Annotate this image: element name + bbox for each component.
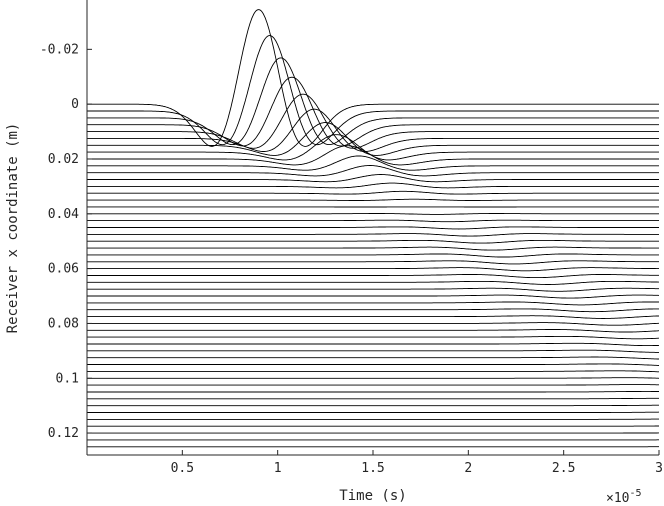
receiver-trace (87, 174, 659, 183)
receiver-trace (87, 145, 659, 166)
receiver-trace (87, 165, 659, 177)
y-tick-label: 0.02 (48, 152, 79, 167)
receiver-trace (87, 329, 660, 333)
x-exponent-label: ×10-5 (606, 488, 642, 506)
receiver-trace (87, 315, 659, 319)
receiver-trace (87, 182, 659, 189)
receiver-trace (87, 246, 659, 251)
receiver-trace (87, 190, 659, 195)
y-tick-label: 0.12 (48, 426, 79, 441)
x-ticks: 0.5 1 1.5 2 2.5 3 (171, 450, 663, 476)
receiver-trace (87, 155, 659, 171)
receiver-trace (87, 198, 659, 201)
receiver-trace (87, 280, 659, 285)
receiver-trace (87, 294, 660, 299)
receiver-trace (87, 260, 659, 265)
receiver-trace (87, 363, 660, 366)
receiver-trace (87, 384, 659, 386)
receiver-trace (87, 377, 660, 379)
receiver-trace (87, 35, 659, 146)
receiver-trace (87, 356, 659, 360)
y-axis-title: Receiver x coordinate (m) (5, 123, 21, 334)
receiver-trace (87, 108, 659, 152)
y-tick-label: 0.06 (48, 262, 79, 277)
receiver-trace (87, 76, 659, 147)
x-tick-label: 1 (274, 461, 282, 476)
receiver-trace (87, 9, 659, 147)
receiver-trace (87, 322, 659, 326)
receiver-trace (87, 57, 659, 146)
y-tick-label: 0.1 (56, 371, 79, 386)
y-ticks: -0.02 0 0.02 0.04 0.06 0.08 0.1 0.12 (40, 42, 92, 441)
receiver-trace (87, 370, 659, 373)
receiver-trace (87, 349, 659, 353)
receiver-trace (87, 93, 659, 149)
receiver-trace (87, 239, 659, 244)
receiver-trace (87, 397, 659, 400)
y-tick-label: -0.02 (40, 42, 79, 57)
x-tick-label: 1.5 (361, 461, 384, 476)
receiver-trace (87, 253, 659, 258)
x-axis-title: Time (s) (339, 488, 406, 504)
y-tick-label: 0.08 (48, 316, 79, 331)
receiver-trace (87, 122, 659, 156)
receiver-trace (87, 233, 659, 237)
receiver-trace (87, 219, 659, 223)
receiver-trace (87, 213, 659, 215)
receiver-trace (87, 335, 659, 340)
receiver-trace (87, 308, 659, 313)
y-tick-label: 0.04 (48, 207, 79, 222)
x-tick-label: 3 (655, 461, 663, 476)
receiver-trace (87, 342, 660, 347)
y-tick-label: 0 (71, 97, 79, 112)
receiver-trace (87, 226, 659, 230)
receiver-trace (87, 301, 659, 306)
receiver-trace (87, 287, 659, 292)
receiver-trace (87, 267, 659, 272)
x-tick-label: 2.5 (552, 461, 575, 476)
receiver-trace (87, 274, 659, 279)
x-tick-label: 0.5 (171, 461, 194, 476)
receiver-trace (87, 404, 659, 407)
trace-group (87, 9, 660, 448)
x-tick-label: 2 (464, 461, 472, 476)
receiver-trace (87, 390, 659, 393)
